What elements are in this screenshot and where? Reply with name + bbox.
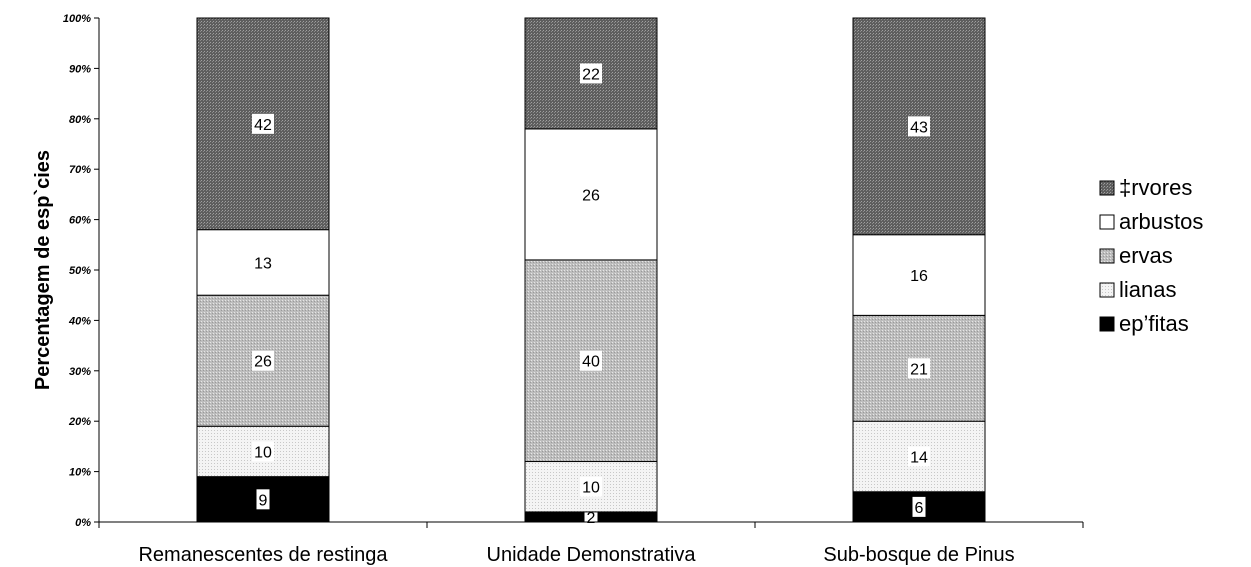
y-axis-title: Percentagem de esp`cies <box>32 150 54 390</box>
data-label-bg <box>908 358 930 379</box>
data-label-bg <box>252 441 274 462</box>
data-label: 16 <box>910 268 928 285</box>
x-category-label: Unidade Demonstrativa <box>487 544 697 566</box>
x-category-label: Remanescentes de restinga <box>138 544 388 566</box>
data-label-bg <box>580 476 602 497</box>
legend-swatch <box>1099 248 1115 264</box>
data-label: 22 <box>582 66 600 83</box>
data-label-bg <box>912 496 926 517</box>
data-label: 21 <box>910 361 928 378</box>
data-label-bg <box>252 113 274 134</box>
legend-label: ervas <box>1119 243 1173 268</box>
data-label-bg <box>580 350 602 371</box>
legend-swatch <box>1099 316 1115 332</box>
data-label-bg <box>252 252 274 273</box>
data-label: 6 <box>915 500 924 517</box>
data-label-bg <box>580 63 602 84</box>
y-tick-label: 100% <box>63 13 91 25</box>
y-tick-label: 0% <box>75 517 91 529</box>
data-label-bg <box>580 184 602 205</box>
data-label-bg <box>908 116 930 137</box>
data-label: 10 <box>254 444 272 461</box>
y-tick-label: 20% <box>68 416 91 428</box>
data-label: 14 <box>910 449 928 466</box>
legend-label: arbustos <box>1119 209 1203 234</box>
data-label: 13 <box>254 255 272 272</box>
data-label-bg <box>256 489 270 510</box>
legend-swatch <box>1099 214 1115 230</box>
data-label: 26 <box>254 354 272 371</box>
y-tick-label: 10% <box>69 467 91 479</box>
legend-label: lianas <box>1119 277 1176 302</box>
x-category-label: Sub-bosque de Pinus <box>823 544 1014 566</box>
y-tick-label: 80% <box>69 114 91 126</box>
data-label: 10 <box>582 480 600 497</box>
y-tick-label: 30% <box>69 366 91 378</box>
legend-label: ‡rvores <box>1119 175 1192 200</box>
data-label-bg <box>252 350 274 371</box>
legend-swatch <box>1099 180 1115 196</box>
data-label: 26 <box>582 187 600 204</box>
data-label: 2 <box>587 510 596 527</box>
data-label-bg <box>908 446 930 467</box>
y-tick-label: 90% <box>69 63 91 75</box>
legend-swatch <box>1099 282 1115 298</box>
data-label: 42 <box>254 117 272 134</box>
data-label: 43 <box>910 119 928 136</box>
data-label: 9 <box>259 492 268 509</box>
data-label-bg <box>908 265 930 286</box>
data-label: 40 <box>582 354 600 371</box>
y-tick-label: 40% <box>68 315 91 327</box>
legend-label: ep’fitas <box>1119 311 1189 336</box>
y-tick-label: 70% <box>69 164 91 176</box>
y-tick-label: 50% <box>69 265 91 277</box>
y-tick-label: 60% <box>69 215 91 227</box>
